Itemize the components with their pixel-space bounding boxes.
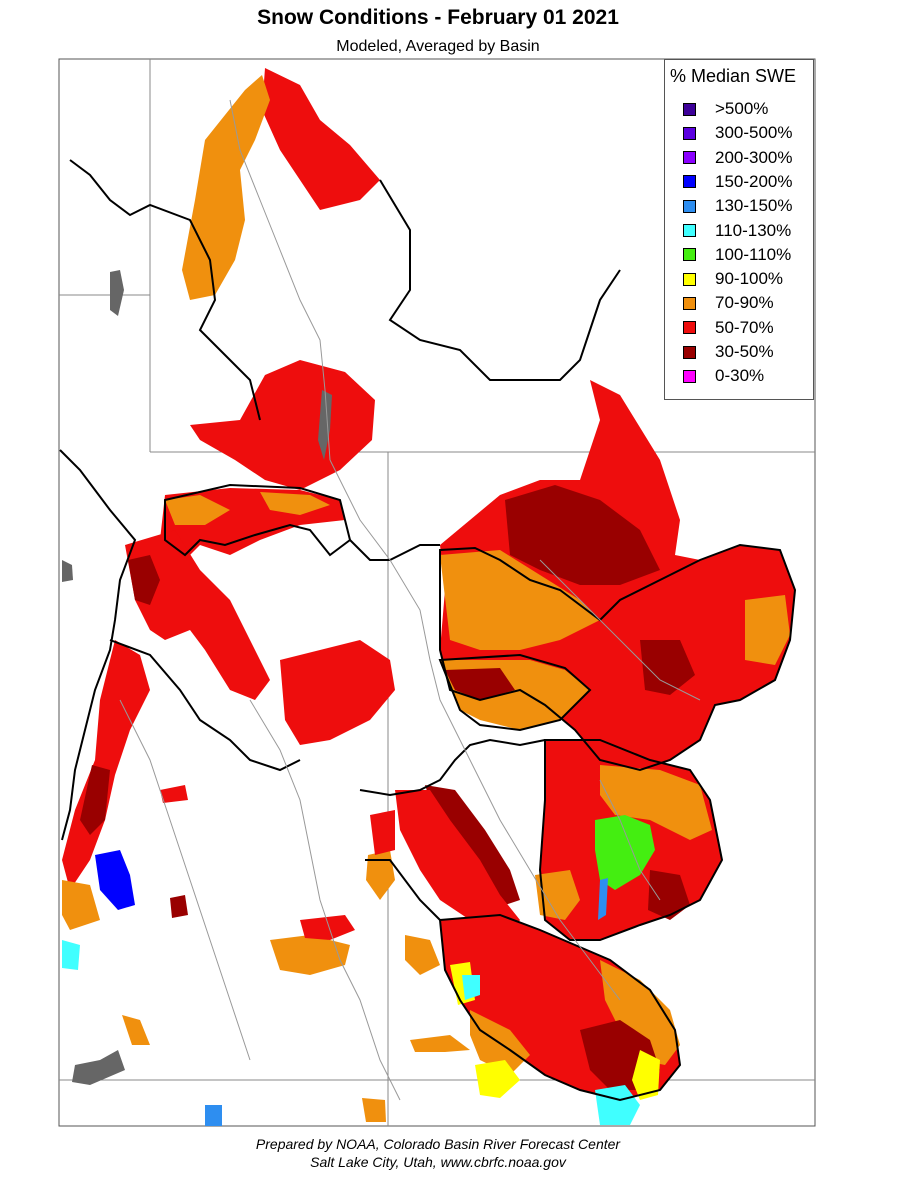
region-sanrafael-orange bbox=[366, 850, 395, 900]
region-yampa-orange-2 bbox=[260, 492, 330, 515]
legend-label: 130-150% bbox=[715, 196, 793, 216]
credit-line-2: Salt Lake City, Utah, www.cbrfc.noaa.gov bbox=[310, 1154, 566, 1170]
legend-label: 0-30% bbox=[715, 366, 765, 386]
legend-swatch bbox=[683, 151, 696, 165]
region-scatter-orange-4 bbox=[122, 1015, 150, 1045]
region-green-patch bbox=[595, 815, 655, 890]
legend-item: 0-30% bbox=[683, 365, 764, 387]
legend-label: 150-200% bbox=[715, 171, 793, 191]
legend-label: 50-70% bbox=[715, 317, 774, 337]
legend-item: 150-200% bbox=[683, 171, 793, 193]
legend-swatch bbox=[683, 296, 696, 310]
legend-swatch bbox=[683, 369, 696, 383]
region-sw-orange bbox=[62, 880, 100, 930]
region-sanrafael-dark bbox=[425, 785, 520, 905]
region-scatter-red-1 bbox=[370, 810, 395, 855]
region-scatter-orange-3 bbox=[410, 1035, 470, 1052]
region-south-yellow-3 bbox=[475, 1060, 520, 1098]
region-yampa-orange bbox=[165, 495, 230, 525]
region-dolores-orange bbox=[600, 765, 712, 840]
legend-label: 200-300% bbox=[715, 147, 793, 167]
legend-label: 90-100% bbox=[715, 269, 784, 289]
legend-item: 70-90% bbox=[683, 292, 774, 314]
region-blue-lake bbox=[598, 878, 608, 920]
region-north-red bbox=[262, 68, 380, 210]
lake-powell bbox=[72, 1050, 125, 1085]
rivers bbox=[119, 99, 701, 1101]
legend-label: 30-50% bbox=[715, 342, 774, 361]
legend-item: 110-130% bbox=[683, 220, 791, 242]
credit-line-1: Prepared by NOAA, Colorado Basin River F… bbox=[255, 1136, 621, 1152]
legend-label: 70-90% bbox=[715, 293, 774, 313]
region-scatter-dark-1 bbox=[170, 895, 188, 918]
legend-label: 100-110% bbox=[715, 244, 792, 264]
region-sw-blue bbox=[95, 850, 135, 910]
swe-regions bbox=[62, 68, 795, 1126]
region-mid-red bbox=[190, 360, 375, 490]
legend-swatch bbox=[683, 248, 696, 262]
map-subtitle: Modeled, Averaged by Basin bbox=[336, 38, 540, 55]
legend-item: 30-50% bbox=[683, 341, 774, 363]
legend-item: 200-300% bbox=[683, 147, 793, 169]
map-title: Snow Conditions - February 01 2021 bbox=[257, 6, 619, 29]
legend-label: 300-500% bbox=[715, 123, 793, 143]
region-wasatch bbox=[62, 640, 150, 890]
region-upper-colorado-dark bbox=[505, 485, 660, 585]
lake-utah bbox=[62, 560, 73, 582]
lake-flaming-gorge bbox=[318, 390, 332, 460]
region-gunnison-dark bbox=[445, 668, 515, 700]
legend-swatch bbox=[683, 102, 696, 116]
legend-label: 110-130% bbox=[715, 220, 792, 240]
region-upper-colorado-dark-2 bbox=[640, 640, 695, 695]
legend-swatch bbox=[683, 272, 696, 286]
legend-item: >500% bbox=[683, 98, 768, 120]
region-uinta-dark bbox=[128, 555, 160, 605]
legend: % Median SWE >500% 300-500% 200-300% 150-20… bbox=[664, 59, 814, 400]
region-upper-colorado-orange bbox=[440, 550, 600, 650]
legend-item: 130-150% bbox=[683, 195, 793, 217]
region-scatter-blue bbox=[205, 1105, 222, 1126]
region-south-cyan-2 bbox=[595, 1085, 640, 1125]
legend-swatch bbox=[683, 199, 696, 213]
lakes bbox=[62, 270, 332, 1085]
legend-swatch bbox=[683, 345, 696, 359]
region-south-yellow bbox=[632, 1050, 660, 1100]
region-south-orange bbox=[600, 960, 680, 1065]
legend-item: 50-70% bbox=[683, 317, 774, 339]
legend-swatch bbox=[683, 175, 696, 189]
region-scatter-red-2 bbox=[160, 785, 188, 803]
basin-outlines bbox=[59, 159, 797, 1102]
region-scatter-orange-5 bbox=[362, 1098, 386, 1122]
legend-swatch bbox=[683, 321, 696, 335]
region-sanrafael-red bbox=[395, 790, 520, 935]
region-uinta bbox=[125, 530, 270, 700]
region-dolores-dark bbox=[648, 870, 690, 920]
legend-item: 90-100% bbox=[683, 268, 783, 290]
region-scatter-orange-2 bbox=[405, 935, 440, 975]
legend-item: 300-500% bbox=[683, 122, 793, 144]
region-scatter-red-3 bbox=[300, 915, 355, 940]
legend-swatch bbox=[683, 224, 696, 237]
region-sw-cyan bbox=[62, 940, 80, 970]
region-central-red bbox=[280, 640, 395, 745]
lake-bear bbox=[110, 270, 124, 316]
legend-swatch bbox=[683, 126, 696, 140]
legend-label: >500% bbox=[715, 99, 769, 118]
legend-title: % Median SWE bbox=[670, 66, 797, 86]
region-scatter-orange-1 bbox=[270, 935, 350, 975]
legend-item: 100-110% bbox=[683, 244, 791, 266]
region-south-cyan bbox=[462, 975, 480, 1000]
region-north-orange bbox=[182, 75, 270, 300]
region-dolores-orange-2 bbox=[535, 870, 580, 920]
region-east-orange bbox=[745, 595, 790, 665]
region-wasatch-dark bbox=[80, 765, 110, 835]
